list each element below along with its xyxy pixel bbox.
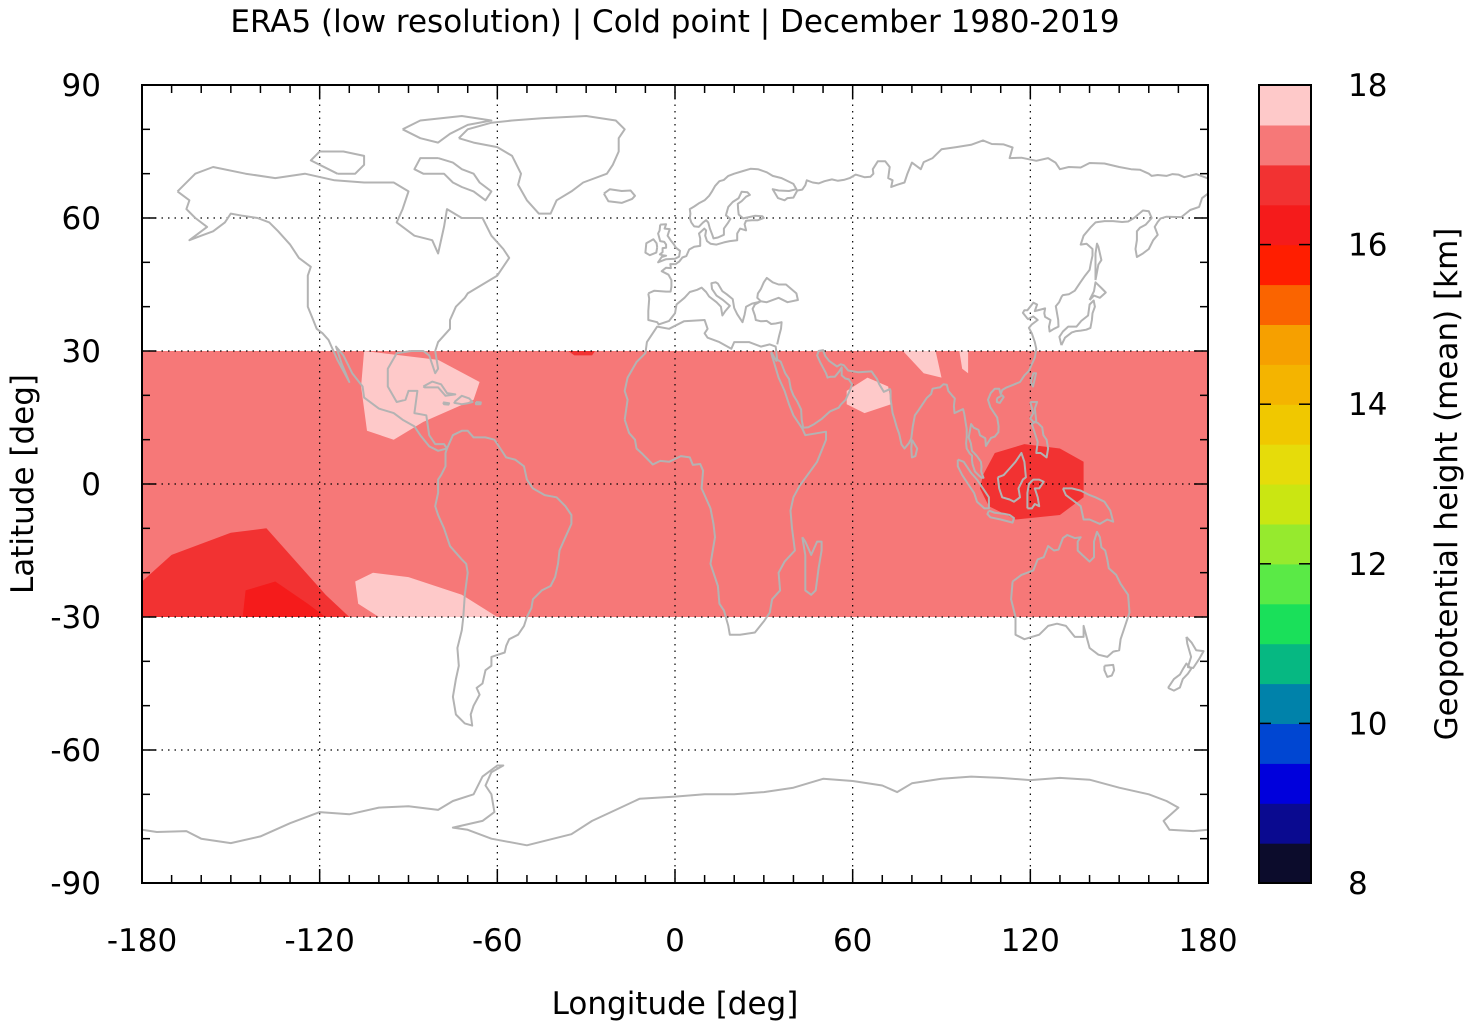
coastline-14 <box>801 536 823 596</box>
colorbar-tick-label: 18 <box>1348 68 1387 104</box>
coastline-layer <box>142 115 1208 847</box>
colorbar-swatch <box>1259 244 1311 286</box>
x-tick-labels: -180 -120 -60 0 60 120 180 <box>107 923 1238 959</box>
coastline-30 <box>995 394 1005 404</box>
colorbar-tick-label: 10 <box>1348 706 1387 742</box>
colorbar-swatch <box>1259 683 1311 724</box>
coastline-17 <box>986 509 1015 524</box>
coastline-32 <box>453 394 474 406</box>
colorbar-tick-label: 12 <box>1348 547 1387 583</box>
colorbar-swatch <box>1259 563 1311 605</box>
coastline-35 <box>142 764 1208 847</box>
coastline-7 <box>657 223 681 264</box>
colorbar-swatch <box>1259 364 1311 405</box>
y-tick-label: -90 <box>50 866 101 902</box>
colorbar-swatch <box>1259 803 1311 844</box>
coastline-12 <box>402 115 493 144</box>
y-axis-title: Latitude [deg] <box>5 374 41 594</box>
colorbar-swatch <box>1259 643 1311 685</box>
coastline-20 <box>1029 401 1050 459</box>
x-tick-label: 180 <box>1178 923 1237 959</box>
x-axis-title: Longitude [deg] <box>552 986 799 1022</box>
x-tick-label: 120 <box>1001 923 1060 959</box>
colorbar-swatch <box>1259 484 1311 525</box>
coastline-2 <box>434 429 573 727</box>
colorbar: 8 10 12 14 16 18 <box>1258 68 1387 902</box>
coastline-11 <box>413 157 493 202</box>
colorbar-frame <box>1258 84 1312 884</box>
coastline-26 <box>1058 299 1096 346</box>
plot-area <box>141 84 1209 884</box>
data-region-6 <box>142 528 350 617</box>
colorbar-swatch <box>1259 164 1311 206</box>
coastline-27 <box>1088 281 1107 301</box>
coastline-13 <box>309 150 366 175</box>
colorbar-swatch <box>1259 124 1311 166</box>
colorbar-swatch <box>1259 404 1311 445</box>
y-tick-label: 90 <box>62 68 101 104</box>
colorbar-swatch <box>1259 204 1311 246</box>
colorbar-tick-label: 16 <box>1348 228 1387 264</box>
colorbar-tick-label: 14 <box>1348 387 1387 423</box>
coastline-24 <box>1185 636 1205 669</box>
colorbar-tick-label: 8 <box>1348 866 1368 902</box>
x-tick-label: 60 <box>833 923 872 959</box>
coastline-5 <box>647 139 1208 295</box>
coastline-9 <box>603 188 636 204</box>
data-region-2 <box>355 572 498 617</box>
x-tick-label: -60 <box>472 923 523 959</box>
coastline-8 <box>644 238 659 257</box>
x-tick-label: -120 <box>284 923 354 959</box>
coastline-1 <box>176 166 511 452</box>
grid-layer <box>142 85 1208 883</box>
colorbar-swatch <box>1259 324 1311 365</box>
colorbar-swatch <box>1259 843 1311 884</box>
y-tick-label: -60 <box>50 733 101 769</box>
coastline-25 <box>1167 662 1193 692</box>
colorbar-swatch <box>1259 723 1311 764</box>
colorbar-swatch <box>1259 284 1311 325</box>
x-tick-label: -180 <box>107 923 177 959</box>
coastline-16 <box>956 458 990 510</box>
coastline-29 <box>1029 372 1037 388</box>
coastline-19 <box>1026 478 1045 510</box>
colorbar-swatch <box>1259 523 1311 565</box>
data-region-9 <box>568 351 595 356</box>
colorbar-swatch <box>1259 85 1311 126</box>
coastline-4 <box>647 276 799 345</box>
data-region-4 <box>903 351 942 378</box>
colorbar-swatch <box>1259 444 1311 485</box>
tick-layer <box>141 84 1209 884</box>
data-region-7 <box>242 581 326 617</box>
y-tick-label: 60 <box>62 201 101 237</box>
y-tick-label: 0 <box>81 467 101 503</box>
colorbar-title: Geopotential height (mean) [km] <box>1429 228 1465 741</box>
coastline-3 <box>623 319 827 636</box>
coastline-18 <box>996 452 1027 503</box>
colorbar-swatch <box>1259 603 1311 645</box>
y-tick-label: -30 <box>50 600 101 636</box>
y-tick-label: 30 <box>62 334 101 370</box>
coastline-6 <box>770 192 1208 479</box>
coastline-10 <box>458 115 626 215</box>
coastline-33 <box>475 401 482 406</box>
coastline-31 <box>422 380 457 397</box>
coastline-28 <box>1094 242 1103 281</box>
coastline-22 <box>1010 530 1131 658</box>
colorbar-swatch <box>1259 763 1311 804</box>
chart-title: ERA5 (low resolution) | Cold point | Dec… <box>230 4 1119 40</box>
x-tick-label: 0 <box>665 923 685 959</box>
coastline-15 <box>910 439 919 459</box>
data-region-5 <box>959 351 969 374</box>
coastline-21 <box>1061 487 1115 525</box>
data-region-1 <box>361 351 480 440</box>
coastline-23 <box>1103 663 1116 678</box>
y-tick-labels: 90 60 30 0 -30 -60 -90 <box>50 68 101 902</box>
coastline-34 <box>442 401 451 406</box>
